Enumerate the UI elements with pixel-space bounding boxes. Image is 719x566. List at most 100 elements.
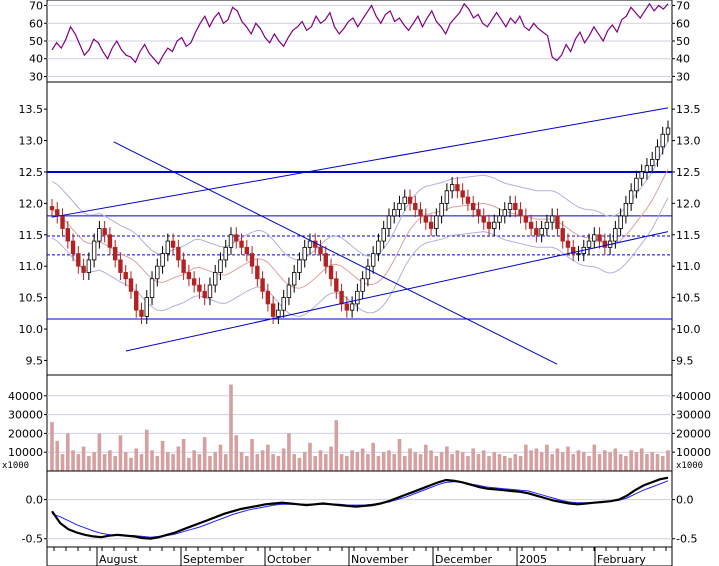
candle-body [118,259,123,273]
candle-body [439,202,444,217]
volume-tick-labels-left: 40000 30000 20000 10000 [8,390,47,459]
candle-body [470,202,476,211]
candle-body [576,253,581,256]
volume-bar [287,433,291,471]
volume-bar [592,444,597,471]
candle-body [449,184,455,192]
rsi-panel: 70 60 50 40 30 70 60 50 40 30 [29,0,690,83]
rsi-tick-label-right: 40 [676,53,690,66]
candle-body [255,265,260,280]
volume-tick-label-right: 10000 [676,446,711,459]
candle-body [560,228,565,242]
candle-body [555,215,560,229]
candle-body [213,272,218,286]
candle-body [55,209,60,217]
volume-bar [250,439,254,471]
volume-bar [176,446,181,471]
volume-bar [371,442,375,471]
volume-bar [402,455,407,471]
volume-bar [455,450,460,471]
volume-bar [192,450,196,471]
price-tick-label-left: 10.5 [19,292,44,305]
candle-body [428,221,434,229]
volume-bar [339,454,344,471]
price-tick-label-right: 12.0 [676,197,701,210]
volume-bar [445,446,449,471]
candle-body [386,215,392,229]
candle-body [360,278,365,292]
volume-bar [271,454,275,471]
volume-bar [529,450,533,471]
volume-bar [87,455,91,471]
volume-bar [239,452,244,471]
candle-body [628,190,634,204]
volume-bar [218,444,223,471]
candle-body [302,246,307,261]
candle-body [234,234,239,242]
macd-tick-labels-right: 0.0 -0.5 [672,494,697,546]
candle-body [323,253,328,267]
volume-bar [92,452,96,471]
volume-bar [166,452,170,471]
volume-bar [624,455,628,471]
x-axis-minor-ticks [53,547,667,551]
candle-body [297,259,302,273]
candle-body [112,246,118,261]
volume-bar [292,454,296,471]
month-label: September [183,553,244,566]
price-tick-label-left: 12.5 [19,166,44,179]
candle-body [318,246,323,255]
volume-bar [155,455,160,471]
volume-bar [487,455,491,471]
volume-unit-label-right: x1000 [676,461,703,471]
volume-bar [660,455,665,471]
candle-body [155,265,160,280]
volume-bar [460,452,465,471]
candle-body [502,209,507,217]
volume-bar [666,450,670,471]
rsi-tick-label-right: 50 [676,35,690,48]
volume-bar [260,450,265,471]
candle-body [592,234,597,242]
price-tick-label-right: 12.5 [676,166,701,179]
volume-bar [397,439,402,471]
candle-body [123,272,128,280]
macd-signal-line [51,480,669,538]
candle-body [418,209,423,217]
price-tick-labels-right: 13.5 13.0 12.5 12.0 11.5 11.0 10.5 10.0 9.5 [672,103,701,367]
volume-bar [160,440,165,471]
volume-bar [313,455,318,471]
bollinger-lower-band [51,197,669,318]
volume-bar [50,422,54,471]
volume-bar [439,452,444,471]
volume-bar [123,452,128,471]
candle-body [197,284,202,292]
volume-tick-label-left: 20000 [8,427,43,440]
candle-body [549,215,555,223]
volume-bar [539,452,544,471]
candle-body [239,240,244,248]
month-label: 2005 [519,553,547,566]
candle-body [181,259,186,273]
x-axis: August September October November December 20… [46,546,673,566]
volume-bar [497,454,502,471]
volume-bar [450,454,454,471]
volume-tick-label-right: 20000 [676,427,711,440]
bollinger-upper-band [51,140,669,261]
candle-body [218,259,223,273]
volume-bar [297,457,302,471]
candle-body [144,297,149,317]
candle-body [339,290,344,305]
volume-bar [576,450,581,471]
volume-bar [603,450,607,471]
candle-body [634,177,639,192]
candle-body [613,228,618,242]
volume-bar [97,433,102,471]
volume-bar [424,444,428,471]
candle-body [618,215,623,229]
candle-body [597,234,602,242]
price-tick-label-right: 11.5 [676,229,701,242]
candle-body [328,265,334,280]
candle-body [244,246,250,255]
price-panel: 13.5 13.0 12.5 12.0 11.5 11.0 10.5 10.0 9.5 13.5… [19,81,701,376]
